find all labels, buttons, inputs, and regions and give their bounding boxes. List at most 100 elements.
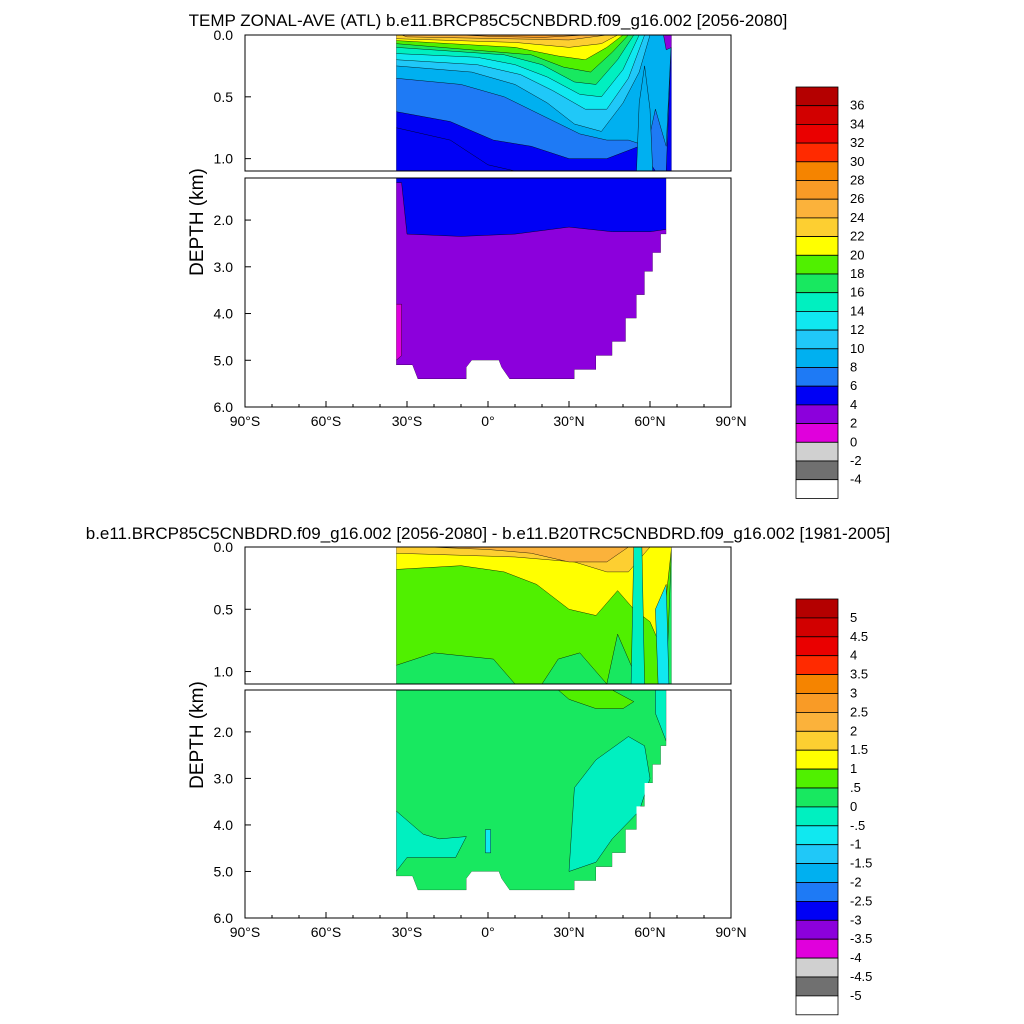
y-axis-label: DEPTH (km) (187, 168, 208, 276)
colorbar-box (795, 976, 839, 997)
colorbar-box (795, 292, 839, 312)
y-tick-label: 1.0 (214, 151, 234, 167)
x-tick-label: 60°N (634, 413, 665, 429)
band-neg05-0-south (396, 810, 467, 873)
colorbar-label: 20 (850, 247, 864, 262)
y-tick-label: 5.0 (214, 352, 234, 368)
colorbar-box (795, 236, 839, 256)
colorbar-box (795, 404, 839, 424)
colorbar-label: 12 (850, 322, 864, 337)
colorbar-box (795, 863, 839, 883)
colorbar-label: 22 (850, 229, 864, 244)
no-data-north (671, 690, 731, 918)
colorbar-label: 36 (850, 98, 864, 113)
y-tick-label: 6.0 (214, 399, 234, 415)
x-tick-label: 90°S (230, 413, 261, 429)
colorbar-label: -.5 (850, 818, 865, 833)
colorbar-box (795, 882, 839, 902)
colorbar-label: -4 (850, 472, 862, 487)
colorbar-label: 2.5 (850, 704, 868, 719)
colorbar-label: -4.5 (850, 969, 872, 984)
colorbar-box (795, 938, 839, 959)
colorbar-label: 2 (850, 723, 857, 738)
band-neg05-0 (568, 736, 651, 872)
y-tick-label: 4.0 (214, 817, 234, 833)
colorbar-box (795, 142, 839, 163)
upper-frame (244, 546, 732, 685)
y-tick-label: 0.5 (214, 89, 234, 105)
deep-ocean-field (245, 178, 731, 407)
colorbar-label: 1 (850, 761, 857, 776)
y-tick-label: 2.0 (214, 212, 234, 228)
land-mask (396, 690, 731, 918)
contour-plot: 90°S 60°S 30°S 0° 30°N 60°N 90°N 0.0 0.5 1.0 2.0 3.… (214, 539, 747, 940)
colorbar-box (795, 310, 839, 331)
colorbar: 54.543.532.521.51.50-.5-1-1.5-2-2.5-3-3.… (795, 598, 872, 1016)
colorbar-label: 30 (850, 154, 864, 169)
colorbar-label: 34 (850, 116, 864, 131)
colorbar-box (795, 712, 839, 732)
temperature-panel: TEMP ZONAL-AVE (ATL) b.e11.BRCP85C5CNBDR… (187, 11, 864, 499)
x-tick-label: 30°S (392, 413, 423, 429)
colorbar-label: 28 (850, 173, 864, 188)
colorbar-label: 4 (850, 648, 857, 663)
colorbar-label: -3.5 (850, 931, 872, 946)
colorbar-box (795, 617, 839, 638)
panel-title: TEMP ZONAL-AVE (ATL) b.e11.BRCP85C5CNBDR… (189, 11, 788, 30)
y-tick-label: 0.0 (214, 539, 234, 555)
colorbar-box (795, 124, 839, 144)
colorbar-label: 5 (850, 610, 857, 625)
colorbar-label: 3 (850, 686, 857, 701)
colorbar-box (795, 441, 839, 462)
y-tick-label: 3.0 (214, 770, 234, 786)
colorbar-box (795, 825, 839, 846)
no-data-south (245, 547, 397, 684)
band-05-1 (557, 690, 635, 709)
x-tick-label: 30°N (553, 413, 584, 429)
colorbar-label: 26 (850, 191, 864, 206)
colorbar-label: 14 (850, 303, 864, 318)
colorbar-label: -2 (850, 453, 862, 468)
colorbar-box (795, 161, 839, 181)
colorbar-box (795, 423, 839, 443)
colorbar-label: 32 (850, 135, 864, 150)
colorbar-box (795, 105, 839, 125)
deep-ocean-field (245, 690, 731, 918)
colorbar-label: 8 (850, 360, 857, 375)
colorbar-box (795, 254, 839, 275)
colorbar-box (795, 198, 839, 219)
colorbar-label: 16 (850, 285, 864, 300)
x-tick-label: 60°N (634, 924, 665, 940)
colorbar-box (795, 217, 839, 237)
band-neg1 (485, 829, 491, 854)
x-tick-label: 0° (481, 924, 494, 940)
colorbar-box (795, 787, 839, 808)
colorbar-box (795, 730, 839, 751)
colorbar-label: 3.5 (850, 667, 868, 682)
colorbar-label: 10 (850, 341, 864, 356)
band-2-25 (428, 547, 629, 563)
no-data-north (671, 178, 731, 407)
colorbar-label: 0 (850, 799, 857, 814)
no-data-north (671, 35, 731, 171)
y-tick-label: 0.5 (214, 601, 234, 617)
x-tick-label: 0° (481, 413, 494, 429)
colorbar-box (795, 957, 839, 978)
colorbar-label: -2 (850, 875, 862, 890)
x-tick-label: 60°S (311, 413, 342, 429)
panel-title: b.e11.BRCP85C5CNBDRD.f09_g16.002 [2056-2… (86, 524, 891, 543)
colorbar-box (795, 460, 839, 481)
y-tick-label: 1.0 (214, 664, 234, 680)
no-data-north (671, 547, 731, 684)
y-tick-label: 6.0 (214, 910, 234, 926)
colorbar-box (795, 598, 839, 619)
x-tick-label: 90°S (230, 924, 261, 940)
land-mask (396, 178, 731, 407)
y-tick-label: 3.0 (214, 259, 234, 275)
no-data-south (245, 35, 397, 171)
colorbar-box (795, 749, 839, 770)
colorbar-box (795, 86, 839, 107)
colorbar-label: 4.5 (850, 629, 868, 644)
x-tick-label: 30°S (392, 924, 423, 940)
